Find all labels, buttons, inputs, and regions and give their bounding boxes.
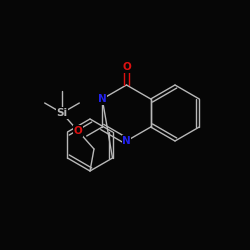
Text: N: N bbox=[98, 94, 107, 104]
Text: O: O bbox=[74, 126, 82, 136]
Text: N: N bbox=[122, 136, 131, 146]
Text: O: O bbox=[122, 62, 131, 72]
Text: Si: Si bbox=[56, 108, 68, 118]
